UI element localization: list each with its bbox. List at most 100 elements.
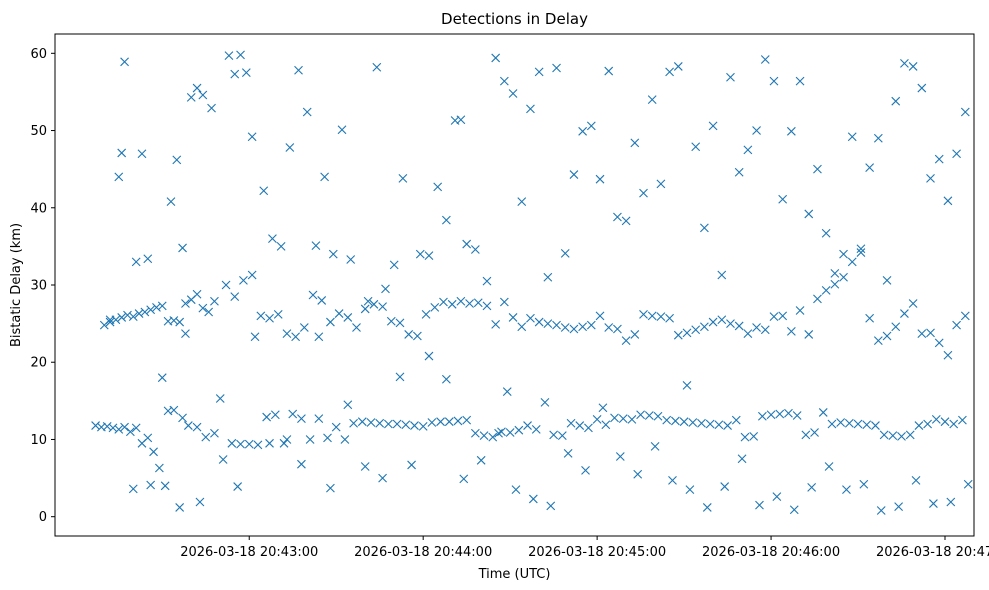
- data-point-x-marker: [908, 299, 918, 308]
- data-point-x-marker: [575, 421, 585, 430]
- data-point-x-marker: [456, 296, 466, 306]
- data-point-x-marker: [224, 51, 234, 61]
- data-point-x-marker: [198, 90, 208, 100]
- data-point-x-marker: [543, 272, 553, 282]
- data-point-x-marker: [297, 414, 306, 423]
- data-point-x-marker: [192, 289, 202, 299]
- data-point-x-marker: [462, 239, 472, 249]
- data-point-x-marker: [294, 65, 303, 75]
- data-point-x-marker: [105, 315, 115, 325]
- data-point-x-marker: [789, 505, 799, 515]
- data-point-x-marker: [453, 416, 463, 426]
- data-point-x-marker: [317, 296, 327, 305]
- data-point-x-marker: [853, 419, 863, 429]
- data-point-x-marker: [326, 483, 335, 493]
- data-point-x-marker: [526, 104, 535, 114]
- data-point-x-marker: [769, 312, 779, 322]
- data-point-x-marker: [114, 425, 124, 434]
- data-point-x-marker: [241, 68, 251, 78]
- data-point-x-marker: [157, 301, 167, 311]
- data-point-x-marker: [569, 324, 579, 334]
- data-point-x-marker: [441, 374, 451, 384]
- data-point-x-marker: [473, 298, 483, 308]
- data-point-x-marker: [699, 322, 709, 332]
- data-point-x-marker: [871, 421, 880, 430]
- data-point-x-marker: [508, 313, 518, 322]
- data-point-x-marker: [343, 313, 353, 322]
- data-point-x-marker: [671, 416, 680, 426]
- data-point-x-marker: [691, 325, 701, 335]
- data-point-x-marker: [644, 411, 654, 420]
- data-point-x-marker: [152, 303, 161, 312]
- data-point-x-marker: [691, 142, 701, 152]
- data-point-x-marker: [847, 132, 857, 142]
- data-point-x-marker: [586, 320, 596, 330]
- data-point-x-marker: [601, 420, 611, 430]
- data-point-x-marker: [552, 63, 561, 73]
- data-point-x-marker: [862, 420, 872, 430]
- data-point-x-marker: [879, 430, 889, 440]
- data-point-x-marker: [430, 303, 440, 312]
- x-axis-label: Time (UTC): [478, 567, 551, 582]
- data-point-x-marker: [276, 241, 286, 251]
- data-point-x-marker: [752, 126, 761, 135]
- data-point-x-marker: [891, 96, 901, 106]
- data-point-x-marker: [830, 279, 840, 289]
- data-point-x-marker: [268, 234, 277, 244]
- data-point-x-marker: [943, 350, 953, 360]
- data-point-x-marker: [247, 132, 257, 142]
- data-point-x-marker: [302, 107, 312, 117]
- y-tick-label: 40: [30, 201, 47, 216]
- data-point-x-marker: [917, 329, 927, 339]
- y-tick-label: 10: [30, 433, 47, 448]
- data-point-x-marker: [604, 323, 614, 332]
- data-point-x-marker: [647, 311, 657, 321]
- data-point-x-marker: [633, 469, 643, 479]
- data-point-x-marker: [688, 418, 698, 427]
- data-point-x-marker: [375, 418, 385, 428]
- data-point-x-marker: [285, 143, 295, 152]
- data-point-x-marker: [882, 331, 892, 341]
- data-point-x-marker: [595, 174, 605, 184]
- data-point-x-marker: [444, 417, 454, 427]
- y-tick-label: 60: [30, 47, 47, 62]
- data-point-x-marker: [740, 432, 750, 442]
- data-point-x-marker: [505, 428, 515, 437]
- data-point-x-marker: [297, 459, 306, 469]
- x-tick-label: 2026-03-18 20:43:00: [180, 545, 318, 560]
- data-point-x-marker: [401, 420, 411, 430]
- data-point-x-marker: [233, 482, 243, 491]
- data-point-x-marker: [363, 296, 373, 306]
- data-point-x-marker: [514, 425, 524, 435]
- data-point-x-marker: [963, 479, 973, 489]
- data-point-x-marker: [102, 421, 112, 431]
- data-point-x-marker: [656, 179, 666, 189]
- data-point-x-marker: [149, 447, 158, 457]
- data-point-x-marker: [279, 438, 289, 448]
- data-point-x-marker: [372, 62, 382, 72]
- data-point-x-marker: [236, 50, 245, 60]
- data-point-x-marker: [801, 430, 811, 440]
- data-point-x-marker: [546, 501, 556, 511]
- data-point-x-marker: [723, 421, 732, 430]
- data-point-x-marker: [340, 435, 350, 444]
- data-point-x-marker: [265, 438, 274, 448]
- data-point-x-marker: [256, 311, 266, 321]
- data-point-x-marker: [592, 414, 602, 424]
- data-point-x-marker: [328, 249, 338, 259]
- data-point-x-marker: [560, 248, 570, 258]
- data-point-x-marker: [917, 83, 927, 93]
- data-point-x-marker: [201, 432, 211, 442]
- data-point-x-marker: [586, 121, 596, 131]
- data-point-x-marker: [178, 413, 187, 423]
- data-point-x-marker: [630, 138, 640, 148]
- data-point-x-marker: [543, 319, 553, 329]
- data-point-x-marker: [436, 417, 445, 427]
- data-point-x-marker: [120, 57, 129, 67]
- data-point-x-marker: [615, 452, 625, 461]
- data-point-x-marker: [320, 172, 330, 182]
- data-point-x-marker: [760, 55, 770, 64]
- data-point-x-marker: [905, 430, 915, 440]
- data-point-x-marker: [595, 311, 605, 321]
- data-point-x-marker: [314, 332, 324, 342]
